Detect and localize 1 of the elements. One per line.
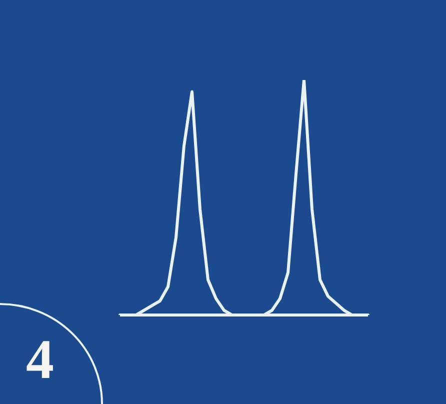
- text: 4: [26, 329, 54, 391]
